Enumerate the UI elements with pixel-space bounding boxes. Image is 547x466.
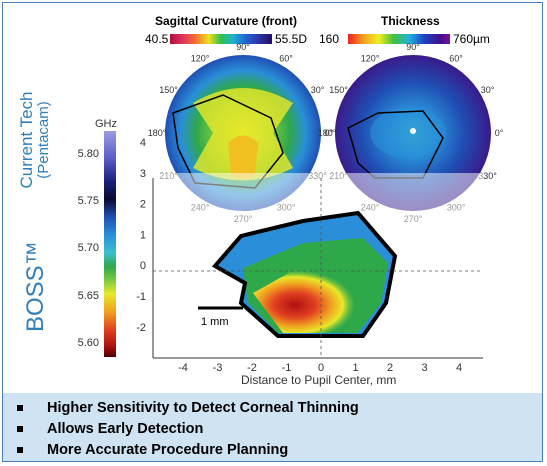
ghz-colorbar xyxy=(104,131,116,357)
figure-svg: Sagittal Curvature (front) Thickness 40.… xyxy=(78,14,504,387)
sagittal-colorbar xyxy=(170,34,272,44)
polar-angle-label: 0° xyxy=(325,128,334,138)
y-tick-label: -2 xyxy=(136,322,146,334)
x-tick-label: 4 xyxy=(456,362,462,374)
current-tech-label: Current Tech (Pentacam) xyxy=(17,91,52,189)
y-tick-label: 4 xyxy=(140,137,146,149)
sagittal-title: Sagittal Curvature (front) xyxy=(155,14,297,28)
y-tick-label: 0 xyxy=(140,260,146,272)
y-tick-label: 1 xyxy=(140,229,146,241)
polar-angle-label: 90° xyxy=(236,42,250,52)
polar-angle-label: 120° xyxy=(191,54,210,64)
colorbar-tick-label: 5.60 xyxy=(78,337,99,349)
sagittal-map xyxy=(165,55,321,211)
colorbar-tick-label: 5.65 xyxy=(78,290,99,302)
x-tick-label: 3 xyxy=(421,362,427,374)
x-tick-label: -3 xyxy=(213,362,223,374)
boss-plot: 1 mm xyxy=(152,173,483,359)
y-tick-label: 3 xyxy=(140,168,146,180)
polar-angle-label: 330° xyxy=(478,171,497,181)
x-axis-ticks: -4 -3 -2 -1 0 1 2 3 4 xyxy=(178,362,462,374)
polar-angle-label: 60° xyxy=(279,54,293,64)
x-tick-label: -1 xyxy=(282,362,292,374)
bullet-item: Higher Sensitivity to Detect Corneal Thi… xyxy=(17,398,359,418)
bullet-item: More Accurate Procedure Planning xyxy=(17,440,288,460)
thickness-colorbar xyxy=(348,34,450,44)
x-tick-label: 0 xyxy=(318,362,324,374)
thickness-title: Thickness xyxy=(381,14,440,28)
sagittal-max: 55.5D xyxy=(275,32,307,46)
bullet-item: Allows Early Detection xyxy=(17,419,203,439)
thickness-min: 160 xyxy=(319,32,339,46)
thickness-max: 760µm xyxy=(453,32,490,46)
x-tick-label: 1 xyxy=(352,362,358,374)
polar-angle-label: 30° xyxy=(311,85,325,95)
y-tick-label: -1 xyxy=(136,291,146,303)
x-tick-label: 2 xyxy=(387,362,393,374)
sagittal-min: 40.5 xyxy=(145,32,169,46)
figure-graphic: Sagittal Curvature (front) Thickness 40.… xyxy=(3,3,542,393)
thickness-map xyxy=(335,55,491,211)
polar-angle-label: 60° xyxy=(449,54,463,64)
bullet-icon xyxy=(17,426,23,432)
x-axis-label: Distance to Pupil Center, mm xyxy=(241,373,396,387)
polar-angle-label: 90° xyxy=(406,42,420,52)
bullet-icon xyxy=(17,405,23,411)
polar-angle-label: 180° xyxy=(318,128,337,138)
ghz-unit: GHz xyxy=(95,118,117,130)
y-axis-ticks: 4 3 2 1 0 -1 -2 xyxy=(136,137,146,334)
x-tick-label: -2 xyxy=(247,362,257,374)
polar-angle-label: 120° xyxy=(361,54,380,64)
bullet-icon xyxy=(17,447,23,453)
colorbar-tick-label: 5.80 xyxy=(78,148,99,160)
bullet-panel: Higher Sensitivity to Detect Corneal Thi… xyxy=(3,393,542,461)
polar-angle-label: 180° xyxy=(148,128,167,138)
colorbar-tick-label: 5.75 xyxy=(78,195,99,207)
ghz-colorbar-ticks: 5.80 5.75 5.70 5.65 5.60 xyxy=(78,148,99,349)
y-tick-label: 2 xyxy=(140,199,146,211)
figure-frame: Sagittal Curvature (front) Thickness 40.… xyxy=(2,2,543,462)
colorbar-tick-label: 5.70 xyxy=(78,242,99,254)
boss-label: BOSS™ xyxy=(22,241,49,332)
polar-angle-label: 150° xyxy=(159,85,178,95)
polar-angle-label: 150° xyxy=(329,85,348,95)
x-tick-label: -4 xyxy=(178,362,188,374)
polar-angle-label: 0° xyxy=(495,128,504,138)
scale-bar-label: 1 mm xyxy=(201,316,229,328)
polar-angle-label: 30° xyxy=(481,85,495,95)
